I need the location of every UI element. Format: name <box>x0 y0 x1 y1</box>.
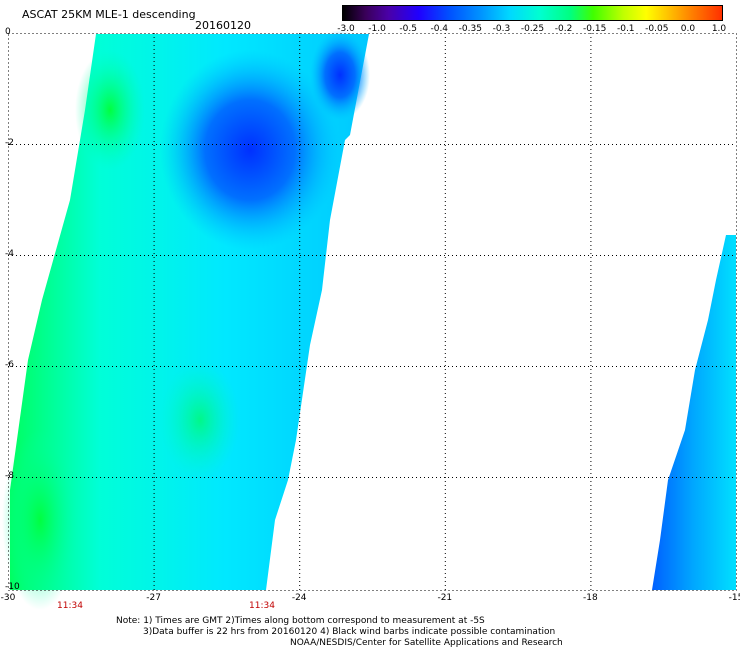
plot-frame <box>8 33 737 591</box>
note-line-1: Note: 1) Times are GMT 2)Times along bot… <box>116 616 485 626</box>
color-scale-label: -0.35 <box>458 24 482 34</box>
color-scale-label: -0.05 <box>645 24 669 34</box>
color-scale-label: -1.0 <box>368 24 386 34</box>
green-region-2 <box>2 430 78 610</box>
x-tick-label: -18 <box>583 593 598 603</box>
y-tick-label: -2 <box>5 138 14 148</box>
x-tick-label: -24 <box>291 593 307 603</box>
x-tick-label: -27 <box>146 593 161 603</box>
low-value-region-2 <box>310 30 370 120</box>
grid-lines <box>8 33 736 590</box>
y-tick-label: -8 <box>5 471 14 481</box>
map-title: ASCAT 25KM MLE-1 descending <box>22 8 196 21</box>
x-tick-label: -30 <box>0 593 16 603</box>
color-scale-label: -3.0 <box>337 24 355 34</box>
x-tick-label: -21 <box>437 593 453 603</box>
low-value-region <box>160 50 340 250</box>
y-tick-label: 0 <box>5 27 11 37</box>
color-scale-label: -0.4 <box>430 24 449 34</box>
x-tick-label: -15 <box>728 593 740 603</box>
measurement-time: 11:34 <box>57 601 83 611</box>
green-region <box>75 50 145 170</box>
color-scale-label: 0.0 <box>680 24 696 34</box>
color-scale-label: -0.25 <box>520 24 545 34</box>
y-tick-label: -6 <box>5 360 14 370</box>
note-line-2: 3)Data buffer is 22 hrs from 20160120 4)… <box>143 627 556 637</box>
green-region-3 <box>160 360 240 480</box>
map-date: 20160120 <box>195 19 251 32</box>
color-scale-label: -0.15 <box>583 24 607 34</box>
color-scale-bar <box>342 5 723 21</box>
color-scale-label: -0.1 <box>616 24 635 34</box>
color-scale-label: -0.2 <box>554 24 573 34</box>
color-scale-label: 1.0 <box>711 24 727 34</box>
color-scale-label: -0.5 <box>399 24 417 34</box>
measurement-time: 11:34 <box>249 601 275 611</box>
note-line-3: NOAA/NESDIS/Center for Satellite Applica… <box>290 638 563 648</box>
y-tick-label: -4 <box>5 249 14 259</box>
y-tick-label: -10 <box>5 582 20 592</box>
color-scale-label: -0.3 <box>492 24 511 34</box>
swath-right <box>652 235 736 590</box>
